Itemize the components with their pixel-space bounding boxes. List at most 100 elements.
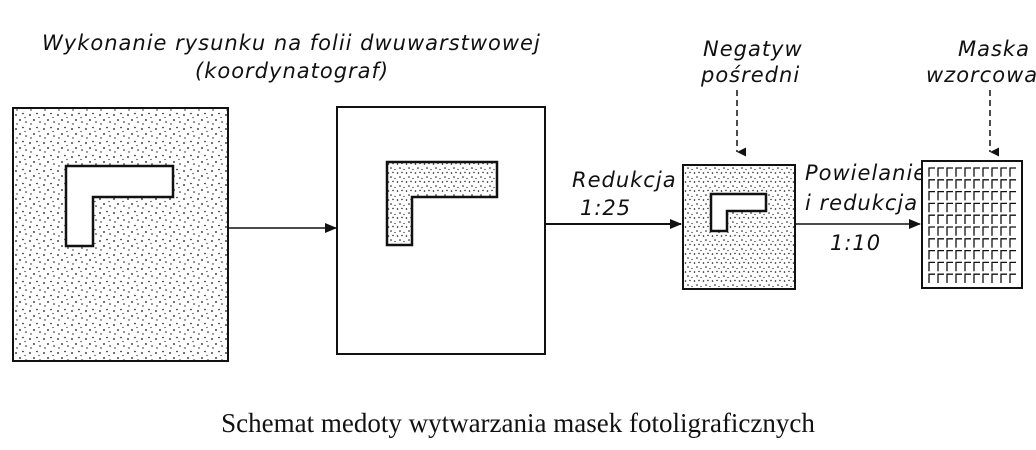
mask-cell [928,167,935,177]
mask-cell [946,167,953,177]
mask-cell [991,261,998,272]
mask-cell [964,249,971,260]
mask-cell [1009,273,1016,283]
mask-cell [946,190,953,201]
mask-cell [982,214,989,224]
mask-cell [964,167,971,177]
mask-cell [928,261,935,272]
label-wzorcowa: wzorcowa [926,63,1036,87]
mask-cell [973,238,980,248]
mask-cell [1000,261,1007,272]
mask-cell [973,167,980,177]
label-negatyw: Negatyw [703,37,803,61]
mask-cell [982,202,989,213]
mask-cell [982,261,989,272]
label-powielanie: Powielanie [805,161,927,185]
mask-cell [1000,214,1007,224]
mask-cell [928,190,935,201]
mask-cell [964,261,971,272]
mask-cell [973,214,980,224]
mask-cell [937,226,944,236]
box-master-mask [921,160,1023,289]
mask-cell [982,179,989,189]
mask-cell [928,179,935,189]
mask-cell [991,273,998,283]
mask-cell [955,202,962,213]
mask-cell [946,179,953,189]
mask-cell [982,190,989,201]
mask-cell [982,238,989,248]
l-shape-cutout [64,164,175,248]
mask-cell [973,226,980,236]
mask-cell [964,202,971,213]
mask-cell [1009,190,1016,201]
mask-cell [991,238,998,248]
mask-cell [937,214,944,224]
mask-cell [946,261,953,272]
l-shape-negative [709,192,768,233]
mask-cell [928,202,935,213]
mask-cell [955,214,962,224]
mask-cell [973,261,980,272]
mask-cell [964,238,971,248]
label-ratio-10: 1:10 [830,231,881,255]
mask-cell [955,226,962,236]
mask-cell [1000,273,1007,283]
mask-cell [973,190,980,201]
mask-cell [991,202,998,213]
mask-cell [1000,249,1007,260]
mask-grid [928,167,1016,283]
mask-cell [937,167,944,177]
mask-cell [955,249,962,260]
label-redukcja: Redukcja [572,168,677,192]
mask-cell [955,238,962,248]
mask-cell [955,273,962,283]
mask-cell [928,249,935,260]
mask-cell [991,249,998,260]
mask-cell [973,202,980,213]
mask-cell [937,179,944,189]
mask-cell [937,238,944,248]
mask-cell [1009,179,1016,189]
label-top-line2: (koordynatograf) [195,59,389,83]
mask-cell [973,179,980,189]
box-negative [682,164,796,290]
mask-cell [1009,249,1016,260]
mask-cell [964,273,971,283]
mask-cell [937,190,944,201]
label-top-line1: Wykonanie rysunku na folii dwuwarstwowej [42,31,541,55]
mask-cell [1009,214,1016,224]
mask-cell [1009,202,1016,213]
mask-cell [973,249,980,260]
mask-cell [955,179,962,189]
mask-cell [955,167,962,177]
mask-cell [991,214,998,224]
mask-cell [946,273,953,283]
mask-cell [991,226,998,236]
mask-cell [1000,226,1007,236]
mask-cell [964,214,971,224]
mask-cell [928,238,935,248]
mask-cell [946,214,953,224]
mask-cell [1000,202,1007,213]
mask-cell [964,226,971,236]
mask-cell [937,249,944,260]
mask-cell [1000,179,1007,189]
mask-cell [946,249,953,260]
mask-cell [982,273,989,283]
mask-cell [991,167,998,177]
label-posredni: pośredni [700,63,800,87]
caption: Schemat medoty wytwarzania masek fotolig… [221,408,815,438]
box-coordinatograph [336,106,546,355]
mask-cell [928,214,935,224]
label-i-redukcja: i redukcja [805,191,918,215]
mask-cell [946,238,953,248]
mask-cell [1000,167,1007,177]
mask-cell [991,190,998,201]
mask-cell [1009,226,1016,236]
mask-cell [937,202,944,213]
mask-cell [991,179,998,189]
mask-cell [1009,238,1016,248]
mask-cell [928,273,935,283]
